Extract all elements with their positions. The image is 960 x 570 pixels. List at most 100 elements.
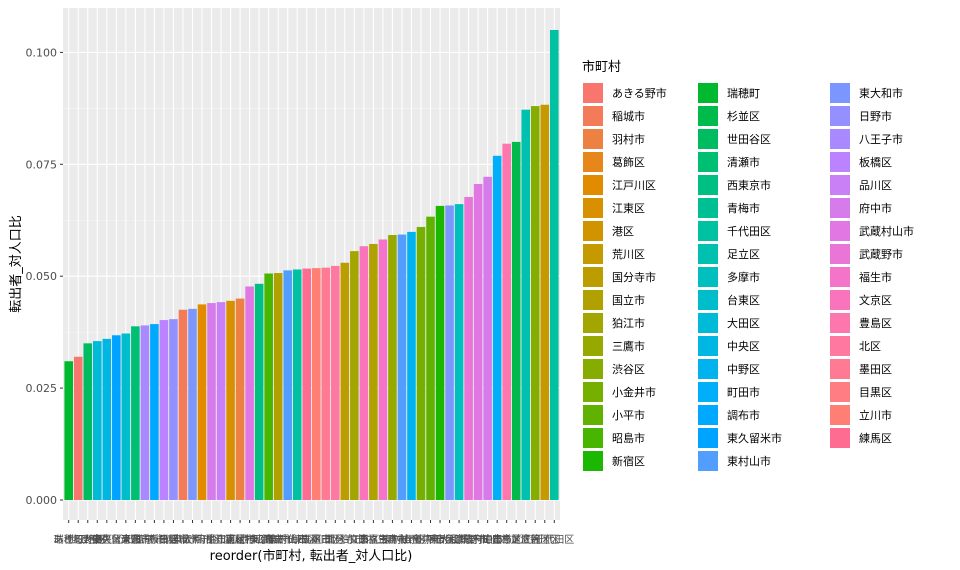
legend-label: 江戸川区	[612, 179, 656, 192]
bar	[502, 143, 511, 500]
bar	[454, 204, 464, 500]
bar	[178, 309, 188, 500]
bar	[121, 333, 131, 500]
bar	[445, 205, 454, 500]
x-tick-label: 福生市	[368, 533, 398, 546]
legend-label: 板橋区	[859, 155, 892, 169]
x-tick-label: 小平市	[416, 533, 446, 546]
bar	[159, 320, 169, 500]
bar	[131, 326, 140, 500]
x-tick-label: 瑞穂町	[54, 533, 84, 546]
x-tick-label: 墨田区	[311, 534, 341, 546]
legend-label: 大田区	[727, 316, 760, 330]
x-tick-label: 杉並区	[501, 533, 531, 546]
x-tick-label: 昭島市	[254, 533, 284, 546]
x-tick-label: 北区	[325, 534, 345, 546]
bar	[435, 205, 445, 500]
bar	[169, 319, 178, 500]
x-tick-label: 立川市	[301, 533, 331, 546]
x-tick-label: 練馬区	[292, 533, 322, 546]
x-tick-label: 足立区	[511, 533, 541, 546]
bar	[207, 303, 216, 500]
bar	[378, 239, 388, 501]
bar	[407, 231, 416, 500]
x-tick-label: 稲城市	[168, 533, 198, 546]
legend-key	[583, 405, 603, 425]
legend-key	[830, 313, 850, 333]
legend-label: 港区	[612, 225, 634, 238]
legend-label: 小金井市	[612, 385, 656, 399]
legend-key	[698, 198, 718, 218]
x-tick-label: 国立市	[358, 533, 388, 546]
legend-label: 千代田区	[727, 225, 771, 238]
legend-label: 八王子市	[859, 132, 903, 146]
bar	[483, 176, 492, 500]
legend-key	[583, 83, 603, 103]
legend-label: 調布市	[727, 408, 760, 422]
legend-key	[830, 175, 850, 195]
x-tick-label: 武蔵村山市	[225, 533, 275, 546]
y-tick-label: 0.050	[26, 270, 58, 283]
legend-key	[698, 336, 718, 356]
bar	[150, 324, 159, 500]
x-tick-label: 東村山市	[382, 533, 422, 546]
legend-key	[698, 290, 718, 310]
x-tick-label: 狛江市	[339, 533, 369, 546]
legend-key	[698, 313, 718, 333]
legend-key	[698, 359, 718, 379]
legend-key	[583, 175, 603, 195]
legend-key	[583, 152, 603, 172]
bar	[464, 196, 473, 500]
x-tick-label: 千代田区	[277, 534, 317, 546]
bar	[273, 273, 283, 500]
legend-label: 台東区	[727, 293, 760, 307]
legend-label: 羽村市	[612, 132, 645, 146]
legend-label: 福生市	[859, 270, 892, 284]
bar	[188, 308, 197, 500]
x-tick-label: 文京区	[349, 533, 379, 546]
legend-key	[583, 267, 603, 287]
x-tick-label: 町田市	[482, 533, 512, 546]
legend-key	[830, 359, 850, 379]
x-tick-label: 清瀬市	[120, 533, 150, 546]
legend-key	[583, 382, 603, 402]
bar	[102, 338, 112, 500]
bar	[112, 335, 121, 500]
x-tick-label: 江戸川区	[182, 534, 222, 546]
bar	[92, 341, 102, 500]
bar	[321, 267, 331, 500]
x-tick-label: 東村山市	[268, 533, 308, 546]
legend-key	[583, 244, 603, 264]
bar	[359, 246, 369, 500]
legend-label: 練馬区	[859, 431, 892, 445]
x-tick-label: 中央区	[92, 533, 122, 546]
legend: あきる野市稲城市羽村市葛飾区江戸川区江東区港区荒川区国分寺市国立市狛江市三鷹市渋…	[583, 83, 914, 471]
legend-label: 府中市	[859, 201, 892, 215]
legend-label: 新宿区	[612, 454, 645, 468]
x-tick-label: あきる野市	[53, 533, 103, 546]
legend-key	[698, 451, 718, 471]
x-tick-label: 武蔵村山市	[453, 533, 503, 546]
bar	[254, 283, 264, 500]
y-tick-label: 0.025	[26, 382, 58, 395]
bar	[521, 109, 531, 501]
legend-label: 世田谷区	[727, 133, 771, 146]
x-tick-label: 荒川区	[530, 534, 560, 546]
legend-key	[583, 336, 603, 356]
legend-label: 中央区	[727, 340, 760, 353]
x-tick-label: 千代田区	[534, 534, 574, 546]
x-tick-label: 府中市	[197, 533, 227, 546]
legend-label: 稲城市	[612, 109, 645, 123]
legend-label: 瑞穂町	[727, 86, 760, 100]
legend-key	[830, 221, 850, 241]
legend-key	[698, 428, 718, 448]
legend-label: 国分寺市	[612, 270, 656, 284]
legend-key	[830, 382, 850, 402]
bar	[216, 302, 226, 500]
legend-key	[583, 451, 603, 471]
legend-key	[583, 313, 603, 333]
x-tick-label: 国立市	[263, 533, 293, 546]
x-tick-label: 西東京市	[239, 533, 279, 546]
legend-label: 品川区	[859, 179, 892, 192]
legend-key	[830, 152, 850, 172]
